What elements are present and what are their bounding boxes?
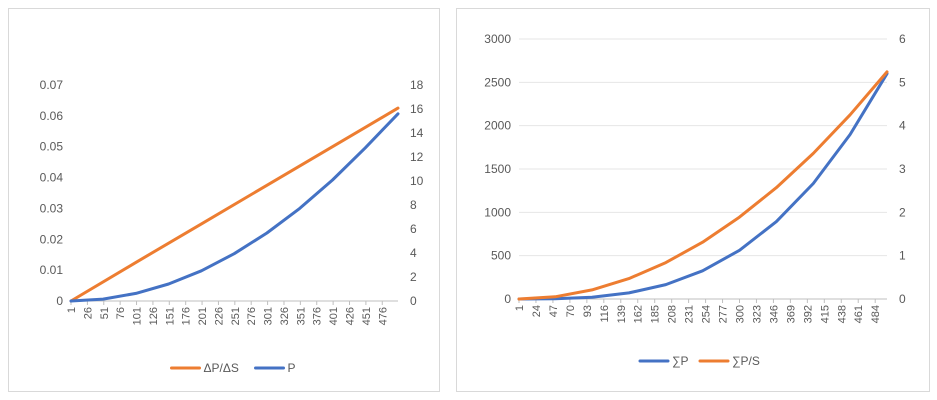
y-right-tick-label: 5 (899, 75, 906, 89)
series-line-P (517, 72, 889, 301)
y-left-tick-label: 1500 (484, 162, 511, 176)
x-tick-label: 346 (768, 305, 780, 323)
x-tick-label: 426 (345, 307, 357, 325)
series-line-PS (69, 106, 400, 303)
y-right-tick-label: 1 (899, 249, 906, 263)
y-left-tick-label: 0.07 (40, 78, 64, 92)
y-left-tick-label: 0.01 (40, 263, 64, 277)
y-left-tick-label: 0.06 (40, 109, 64, 123)
x-tick-label: 461 (853, 305, 865, 323)
x-tick-label: 151 (164, 307, 176, 325)
x-tick-label: 24 (531, 305, 543, 317)
x-tick-label: 451 (361, 307, 373, 325)
x-tick-label: 70 (565, 305, 577, 317)
x-tick-label: 401 (328, 307, 340, 325)
y-left-tick-label: 500 (491, 249, 511, 263)
y-right-tick-label: 16 (410, 102, 424, 116)
x-tick-label: 254 (701, 305, 713, 323)
x-tick-label: 476 (377, 307, 389, 325)
x-tick-label: 1 (66, 307, 78, 313)
y-right-tick-label: 4 (410, 246, 417, 260)
y-right-tick-label: 6 (899, 32, 906, 46)
x-tick-label: 51 (99, 307, 111, 319)
y-right-tick-label: 18 (410, 78, 424, 92)
x-tick-label: 1 (514, 305, 526, 311)
x-tick-label: 26 (82, 307, 94, 319)
dual-axis-line-chart-left: 00.010.020.030.040.050.060.0702468101214… (40, 78, 424, 375)
y-right-tick-label: 0 (410, 294, 417, 308)
x-tick-label: 376 (312, 307, 324, 325)
x-tick-label: 251 (230, 307, 242, 325)
x-tick-label: 139 (616, 305, 628, 323)
y-left-tick-label: 0.02 (40, 232, 64, 246)
chart-panel-right: 0 500 1000 1500 2000 2500 3000 0 1 2 3 4 5 6 1 24 47 70 93… (456, 8, 930, 392)
legend-label: ΔP/ΔS (204, 361, 239, 375)
x-tick-label: 300 (735, 305, 747, 323)
y-left-tick-label: 0 (56, 294, 63, 308)
x-tick-label: 162 (633, 305, 645, 323)
x-tick-label: 326 (279, 307, 291, 325)
y-right-tick-label: 10 (410, 174, 424, 188)
y-left-tick-label: 0.05 (40, 140, 64, 154)
x-tick-label: 76 (115, 307, 127, 319)
x-tick-label: 369 (785, 305, 797, 323)
x-tick-label: 101 (132, 307, 144, 325)
x-tick-label: 176 (181, 307, 193, 325)
x-tick-label: 126 (148, 307, 160, 325)
y-left-tick-label: 2000 (484, 119, 511, 133)
x-tick-label: 351 (295, 307, 307, 325)
y-right-tick-label: 8 (410, 198, 417, 212)
x-tick-label: 47 (548, 305, 560, 317)
y-left-tick-label: 0 (504, 292, 511, 306)
x-tick-label: 415 (819, 305, 831, 323)
y-right-tick-label: 0 (899, 292, 906, 306)
x-tick-label: 116 (599, 305, 611, 323)
x-tick-label: 276 (246, 307, 258, 325)
series-line-PS (517, 70, 889, 301)
x-tick-label: 301 (263, 307, 275, 325)
legend-label: ∑P (672, 354, 689, 368)
x-tick-label: 201 (197, 307, 209, 325)
y-left-tick-label: 0.04 (40, 171, 64, 185)
x-tick-label: 231 (684, 305, 696, 323)
chart-panel-left: 0 0.01 0.02 0.03 0.04 0.05 0.06 0.07 0 2 4 6 8 10 12 14… (8, 8, 440, 392)
y-right-tick-label: 4 (899, 119, 906, 133)
x-tick-label: 93 (582, 305, 594, 317)
x-tick-label: 208 (667, 305, 679, 323)
x-tick-label: 185 (650, 305, 662, 323)
series-line-P (69, 112, 400, 303)
y-right-tick-label: 12 (410, 150, 424, 164)
x-tick-label: 484 (870, 305, 882, 323)
x-tick-label: 226 (213, 307, 225, 325)
y-left-tick-label: 0.03 (40, 201, 64, 215)
x-tick-label: 438 (836, 305, 848, 323)
y-right-tick-label: 2 (899, 205, 906, 219)
y-right-tick-label: 14 (410, 126, 424, 140)
x-tick-label: 392 (802, 305, 814, 323)
y-right-tick-label: 3 (899, 162, 906, 176)
legend-label: P (288, 361, 296, 375)
y-right-tick-label: 2 (410, 270, 417, 284)
y-left-tick-label: 3000 (484, 32, 511, 46)
y-right-tick-label: 6 (410, 222, 417, 236)
x-tick-label: 277 (718, 305, 730, 323)
y-left-tick-label: 2500 (484, 75, 511, 89)
legend-label: ∑P/S (732, 354, 760, 368)
x-tick-label: 323 (751, 305, 763, 323)
y-left-tick-label: 1000 (484, 205, 511, 219)
